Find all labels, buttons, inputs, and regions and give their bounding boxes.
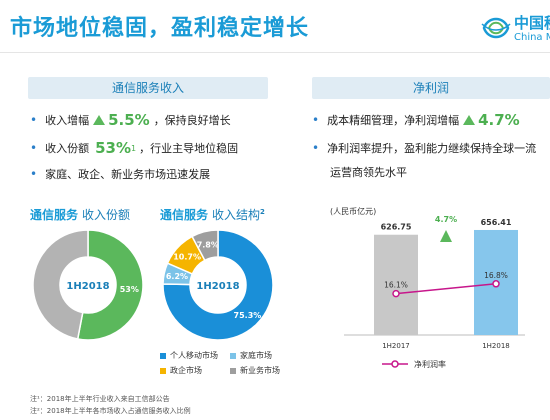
bullet-dot-icon: • xyxy=(30,167,38,181)
legend-label: 净利润率 xyxy=(414,359,446,369)
legend-swatch xyxy=(230,352,236,359)
revenue-share-value: 53% xyxy=(95,139,131,157)
net-profit-growth-value: 4.7% xyxy=(478,111,520,129)
bullet-markets: • 家庭、政企、新业务市场迅速发展 xyxy=(30,166,210,182)
bullet-text: 收入份额 xyxy=(45,142,90,155)
line-value-label: 16.8% xyxy=(484,271,508,280)
line-point xyxy=(392,289,400,298)
section-title-net-profit: 净利润 xyxy=(312,77,550,99)
donut-slice xyxy=(32,229,89,340)
footnote-1: 注¹：2018年上半年行业收入来自工信部公告 xyxy=(30,395,170,403)
footnote-marker: 1 xyxy=(130,143,137,153)
slice-label: 10.7% xyxy=(173,253,201,262)
revenue-structure-donut: 75.3% 6.2% 10.7% 7.8% 1H2018 xyxy=(162,229,274,341)
chart-title-structure: 通信服务 收入结构2 xyxy=(160,206,265,223)
donut-center-label: 1H2018 xyxy=(66,281,109,292)
slice-label: 53% xyxy=(120,285,139,294)
legend-marker xyxy=(391,360,399,368)
legend-item: 政企市场 xyxy=(160,365,202,376)
footnote-2: 注²：2018年上半年各市场收入占通信服务收入比例 xyxy=(30,407,191,415)
bar-value-label: 626.75 xyxy=(381,223,412,232)
bullet-net-margin: • 净利润率提升，盈利能力继续保持全球一流 xyxy=(312,140,536,156)
bullet-dot-icon: • xyxy=(30,113,38,127)
chart-subtitle: 收入结构 xyxy=(212,208,261,222)
donut-slice xyxy=(76,229,144,341)
up-triangle-icon xyxy=(463,115,476,125)
line-point xyxy=(492,280,500,288)
title-divider xyxy=(0,52,550,53)
legend-item: 个人移动市场 xyxy=(160,350,218,361)
legend-label: 家庭市场 xyxy=(240,351,272,360)
margin-line xyxy=(395,283,497,295)
bullet-dot-icon: • xyxy=(30,141,38,155)
legend-label: 个人移动市场 xyxy=(170,351,218,360)
slice-label: 75.3% xyxy=(234,311,262,320)
bullet-revenue-share: • 收入份额 53% 1 ，行业主导地位稳固 xyxy=(30,139,238,157)
legend-swatch xyxy=(230,367,236,374)
logo-text-en: China Mo xyxy=(514,32,550,43)
slice-label: 6.2% xyxy=(166,272,188,281)
x-tick-label: 1H2017 xyxy=(382,342,410,350)
chart-title-share: 通信服务 收入份额 xyxy=(30,206,130,223)
bullet-text: 成本精细管理，净利润增幅 xyxy=(327,114,460,127)
logo-icon xyxy=(481,17,511,39)
section-title-revenue: 通信服务收入 xyxy=(28,77,268,99)
legend-label: 新业务市场 xyxy=(240,366,280,375)
growth-label: 4.7% xyxy=(435,215,457,224)
legend-item: 新业务市场 xyxy=(230,365,280,376)
footnote-marker: 2 xyxy=(260,208,265,216)
bar-value-label: 656.41 xyxy=(481,218,512,227)
company-logo: 中国移 China Mo xyxy=(478,8,550,48)
net-profit-chart: (人民币亿元) 626.75 1H2017 656.41 1H2018 4.7% 16.1… xyxy=(330,206,525,369)
bullet-revenue-growth: • 收入增幅 5.5% ，保持良好增长 xyxy=(30,111,231,129)
chart-title: 通信服务 xyxy=(160,208,209,222)
line-value-label: 16.1% xyxy=(384,281,408,290)
donut-center-label: 1H2018 xyxy=(196,281,239,292)
bullet-net-profit-growth: • 成本精细管理，净利润增幅 4.7% xyxy=(312,111,524,129)
bullet-dot-icon: • xyxy=(312,113,320,127)
chart-title: 通信服务 xyxy=(30,208,79,222)
up-triangle-icon xyxy=(93,115,106,125)
bullet-text: 净利润率提升，盈利能力继续保持全球一流 xyxy=(327,142,537,155)
bullet-dot-icon: • xyxy=(312,141,320,155)
legend-label: 政企市场 xyxy=(170,366,202,375)
slice-label: 7.8% xyxy=(197,240,219,249)
bar xyxy=(374,234,418,335)
x-tick-label: 1H2018 xyxy=(482,342,510,350)
chart-legend: 个人移动市场 家庭市场 政企市场 新业务市场 xyxy=(160,350,300,380)
chart-subtitle: 收入份额 xyxy=(82,208,131,222)
bullet-text: 收入增幅 xyxy=(45,114,90,127)
revenue-share-donut: 53% 1H2018 xyxy=(32,229,144,341)
bullet-text: ，保持良好增长 xyxy=(153,114,231,127)
bullet-continuation: 运营商领先水平 xyxy=(330,164,407,180)
legend-swatch xyxy=(160,367,166,374)
logo-text-cn: 中国移 xyxy=(514,14,550,32)
bullet-text: 家庭、政企、新业务市场迅速发展 xyxy=(45,168,211,181)
bullet-text: ，行业主导地位稳固 xyxy=(139,142,239,155)
page-title: 市场地位稳固，盈利稳定增长 xyxy=(10,16,310,41)
y-axis-unit-label: (人民币亿元) xyxy=(330,206,376,216)
legend-item: 家庭市场 xyxy=(230,350,272,361)
legend-swatch xyxy=(160,352,166,359)
up-triangle-icon xyxy=(440,230,452,242)
donut-slice xyxy=(191,229,219,262)
bullet-text: 运营商领先水平 xyxy=(330,166,407,179)
donut-slice xyxy=(162,229,274,341)
revenue-growth-value: 5.5% xyxy=(108,111,150,129)
